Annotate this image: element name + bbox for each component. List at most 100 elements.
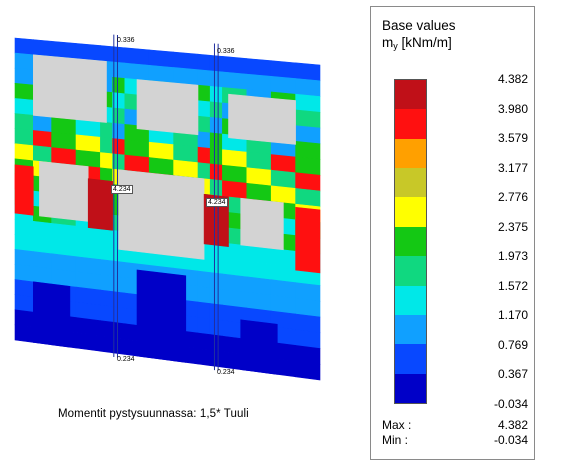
legend-level-label: 3.980 [497, 101, 528, 116]
legend-band [395, 138, 426, 169]
contour-cell [51, 40, 77, 59]
contour-cell [100, 259, 113, 277]
legend-level-label: 4.382 [497, 72, 528, 86]
contour-cell [270, 75, 296, 95]
contour-cell [270, 185, 296, 205]
contour-cell [209, 287, 223, 306]
contour-cell [100, 335, 113, 354]
contour-cell [112, 61, 126, 79]
legend-level-label: 2.776 [497, 190, 528, 205]
legend-level-label: 0.367 [497, 367, 528, 382]
contour-cell [197, 348, 211, 366]
contour-cell [112, 122, 126, 141]
legend-band [395, 197, 426, 227]
legend-max-label: Max : [382, 418, 412, 432]
contour-cell [209, 101, 223, 119]
legend-band [395, 226, 426, 257]
contour-cell [270, 60, 296, 79]
contour-cell [209, 303, 223, 321]
legend-title: Base values [382, 18, 456, 33]
contour-cell [209, 179, 223, 197]
contour-cell [148, 49, 174, 68]
contour-cell [209, 117, 223, 135]
contour-cell [173, 159, 199, 179]
contour-cell [197, 53, 211, 72]
contour-cell [32, 251, 52, 270]
contour-cell [14, 294, 34, 313]
contour-cell [75, 149, 101, 169]
legend-min-label: Min : [382, 433, 409, 447]
contour-cell [14, 67, 34, 86]
contour-cell [148, 141, 174, 161]
contour-cell [14, 249, 34, 268]
legend-level-label: 2.375 [497, 219, 528, 234]
contour-cell [222, 56, 248, 75]
contour-cell [209, 256, 223, 275]
contour-cell [209, 163, 223, 182]
contour-cell [222, 164, 248, 184]
contour-cell [112, 260, 126, 279]
peak-region [87, 178, 113, 231]
contour-cell [124, 62, 150, 81]
contour-cell [14, 264, 34, 283]
contour-cell [100, 243, 113, 262]
contour-cell [246, 151, 272, 171]
contour-cell [209, 70, 223, 88]
contour-cell [197, 162, 211, 180]
legend-panel: Base values my [kNm/m] 4.382 3.980 3.579 3.… [370, 6, 535, 460]
contour-cell [14, 113, 34, 131]
contour-cell [246, 73, 272, 93]
contour-cell [14, 233, 34, 252]
contour-cell [32, 266, 52, 285]
legend-level-label: 3.579 [497, 131, 528, 146]
plot-caption: Momentit pystysuunnassa: 1,5* Tuuli [58, 408, 249, 420]
top-value-label-1: 0.336 [117, 37, 135, 44]
low-region [136, 269, 187, 363]
bottom-value-label-1: 0.234 [117, 356, 135, 363]
contour-cell [209, 85, 223, 104]
window-opening [39, 161, 89, 222]
contour-cell [100, 320, 113, 338]
contour-cell [197, 131, 211, 149]
high-region [14, 164, 34, 216]
contour-cell [209, 148, 223, 166]
contour-cell [295, 360, 321, 381]
contour-cell [112, 321, 126, 340]
contour-cell [148, 157, 174, 176]
contour-cell [112, 337, 126, 355]
contour-cell [124, 47, 150, 66]
contour-cell [14, 324, 34, 343]
contour-cell [270, 263, 296, 283]
peak-value-label-1: 4.234 [111, 185, 133, 194]
contour-cell [209, 318, 223, 337]
window-opening [228, 93, 296, 145]
contour-cell [14, 98, 34, 116]
contour-cell [295, 62, 321, 82]
window-opening [32, 54, 107, 123]
contour-cell [51, 147, 77, 166]
legend-level-label: 1.973 [497, 249, 528, 264]
contour-cell [100, 121, 113, 139]
legend-max-value: 4.382 [497, 418, 528, 432]
contour-cell [100, 305, 113, 323]
contour-cell [75, 332, 101, 352]
window-opening [136, 79, 199, 136]
legend-band [395, 314, 426, 345]
contour-cell [14, 82, 34, 101]
contour-cell [209, 132, 223, 150]
legend-band [395, 109, 426, 139]
contour-cell [209, 54, 223, 73]
contour-cell [112, 92, 126, 110]
contour-cell [75, 43, 101, 62]
legend-band [395, 168, 426, 198]
legend-level-label: -0.034 [493, 397, 528, 411]
legend-band [395, 256, 426, 286]
contour-cell [75, 134, 101, 153]
contour-svg [14, 34, 321, 381]
contour-cell [197, 100, 211, 118]
bottom-value-label-2: 0.234 [217, 369, 235, 376]
legend-quantity-subscript: y [393, 41, 398, 51]
contour-cell [14, 37, 34, 56]
contour-cell [197, 270, 211, 289]
contour-cell [100, 289, 113, 308]
